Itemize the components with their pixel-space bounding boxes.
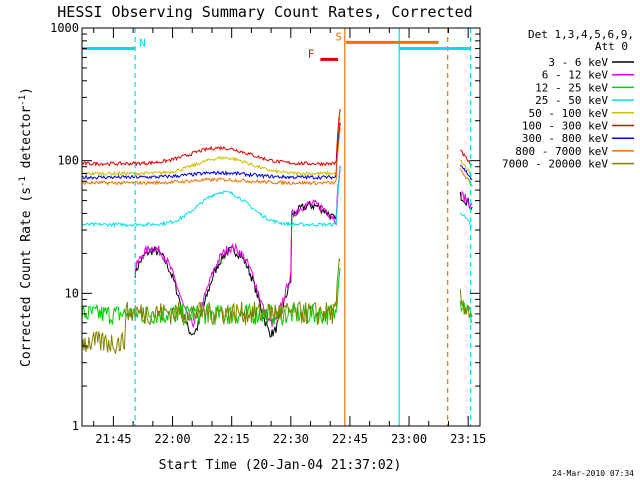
y-tick-label: 1 [72, 419, 79, 433]
series-line [134, 165, 341, 329]
legend-header-1: Det 1,3,4,5,6,9, [528, 28, 634, 41]
series-line [459, 212, 473, 227]
legend-entry-label: 25 - 50 keV [535, 94, 608, 107]
x-tick-label: 22:15 [214, 432, 250, 446]
series-line [81, 257, 341, 354]
y-axis-label-sup1: -1 [18, 176, 28, 187]
legend-entry-label: 7000 - 20000 keV [502, 158, 608, 171]
series-line [81, 125, 341, 187]
y-axis-label: Corrected Count Rate (s-1 detector-1) [18, 87, 34, 367]
x-axis: 21:45 22:00 22:15 22:30 22:45 23:00 23:15 [93, 28, 486, 446]
y-axis-label-main: Corrected Count Rate (s [19, 187, 34, 367]
flag-label: S [335, 30, 342, 43]
flag-markers: N S F [82, 28, 472, 426]
legend-entry-label: 3 - 6 keV [548, 56, 608, 69]
footer-timestamp: 24-Mar-2010 07:34 [552, 469, 634, 478]
legend-entry-label: 800 - 7000 keV [515, 145, 608, 158]
legend-header-2: Att 0 [595, 40, 628, 53]
legend-entry-label: 6 - 12 keV [542, 69, 609, 82]
series-line [81, 122, 341, 180]
y-tick-label: 1000 [50, 21, 79, 35]
legend-entry-label: 300 - 800 keV [522, 132, 608, 145]
y-axis: 1 10 100 1000 [50, 21, 480, 433]
series-line [81, 116, 341, 177]
series-line [460, 190, 473, 208]
series-line [81, 167, 341, 228]
legend-entry-label: 50 - 100 keV [529, 107, 609, 120]
y-axis-label-mid: detector [19, 106, 34, 177]
x-tick-label: 23:00 [391, 432, 427, 446]
y-axis-label-sup2: -1 [18, 95, 28, 106]
flag-label: F [308, 47, 315, 60]
x-axis-label: Start Time (20-Jan-04 21:37:02) [159, 458, 402, 473]
legend-entry-label: 100 - 300 keV [522, 120, 608, 133]
series-line [459, 164, 473, 181]
y-tick-label: 10 [65, 286, 79, 300]
plot-frame [81, 27, 481, 427]
series-line [81, 108, 341, 167]
x-tick-label: 23:15 [450, 432, 486, 446]
plot-area [81, 108, 473, 354]
legend-entry-label: 12 - 25 keV [535, 81, 608, 94]
x-tick-label: 22:00 [154, 432, 190, 446]
y-axis-label-end: ) [19, 87, 34, 95]
x-tick-label: 22:45 [332, 432, 368, 446]
flag-label: N [139, 37, 146, 50]
chart-title: HESSI Observing Summary Count Rates, Cor… [57, 3, 472, 21]
series-line [459, 289, 473, 318]
y-tick-label: 100 [57, 154, 79, 168]
series-line [134, 167, 341, 338]
x-tick-label: 21:45 [95, 432, 131, 446]
x-tick-label: 22:30 [273, 432, 309, 446]
